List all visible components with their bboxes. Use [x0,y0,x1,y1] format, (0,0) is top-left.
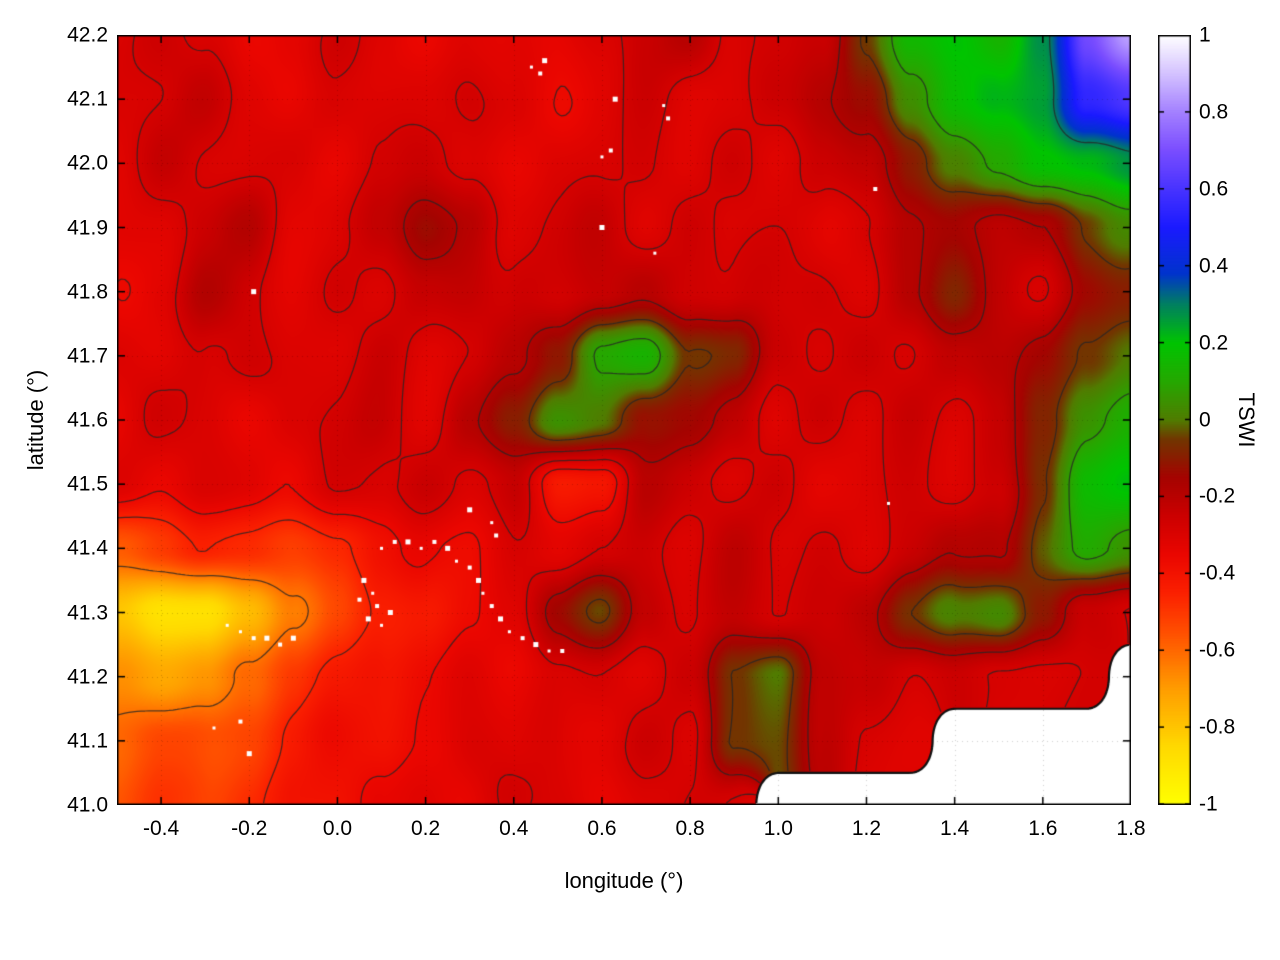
colorbar-tick-label: 0.2 [1199,331,1229,355]
colorbar-tick-label: 0.6 [1199,177,1229,201]
y-tick-label: 41.9 [67,216,108,239]
colorbar-tick-label: -0.4 [1199,561,1236,585]
x-tick-label: 1.0 [763,817,793,840]
x-tick-label: 0.8 [675,817,705,840]
colorbar-tick-label: 1 [1199,23,1211,47]
y-tick-label: 41.5 [67,472,108,496]
x-tick-label: 1.6 [1028,817,1058,840]
colorbar-tick-label: -0.2 [1199,484,1236,508]
y-tick-label: 41.4 [67,536,108,560]
y-tick-label: 41.8 [67,280,108,304]
x-tick-label: -0.4 [142,817,180,840]
x-tick-label: 0.4 [499,817,529,840]
y-tick-label: 41.0 [67,793,108,817]
y-tick-label: 41.6 [67,408,108,432]
x-tick-label: 0.6 [587,817,617,840]
colorbar-tick-label: 0.8 [1199,100,1229,124]
x-axis-label: longitude (°) [564,868,684,893]
colorbar-tick-label: -1 [1199,792,1218,816]
y-tick-label: 42.0 [67,151,108,175]
x-tick-label: 0.2 [410,817,441,840]
y-tick-label: 41.3 [67,601,108,624]
y-tick-label: 42.1 [67,87,108,111]
y-tick-label: 41.7 [67,344,108,368]
heatmap-plot-canvas [117,35,1131,805]
colorbar-tick-label: -0.6 [1199,638,1236,662]
y-tick-label: 41.2 [67,665,108,689]
x-tick-label: 1.8 [1116,817,1146,840]
x-tick-label: 1.4 [940,817,970,840]
colorbar-canvas [1158,35,1191,805]
x-tick-label: 1.2 [851,817,882,840]
colorbar-tick-label: 0 [1199,408,1211,431]
x-tick-label: 0.0 [322,817,353,840]
x-tick-label: -0.2 [231,817,268,840]
y-tick-label: 41.1 [67,729,108,753]
y-tick-label: 42.2 [67,23,108,47]
colorbar-label: TSWI [1234,392,1259,448]
colorbar-tick-label: -0.8 [1199,715,1236,739]
colorbar-tick-label: 0.4 [1199,254,1229,278]
